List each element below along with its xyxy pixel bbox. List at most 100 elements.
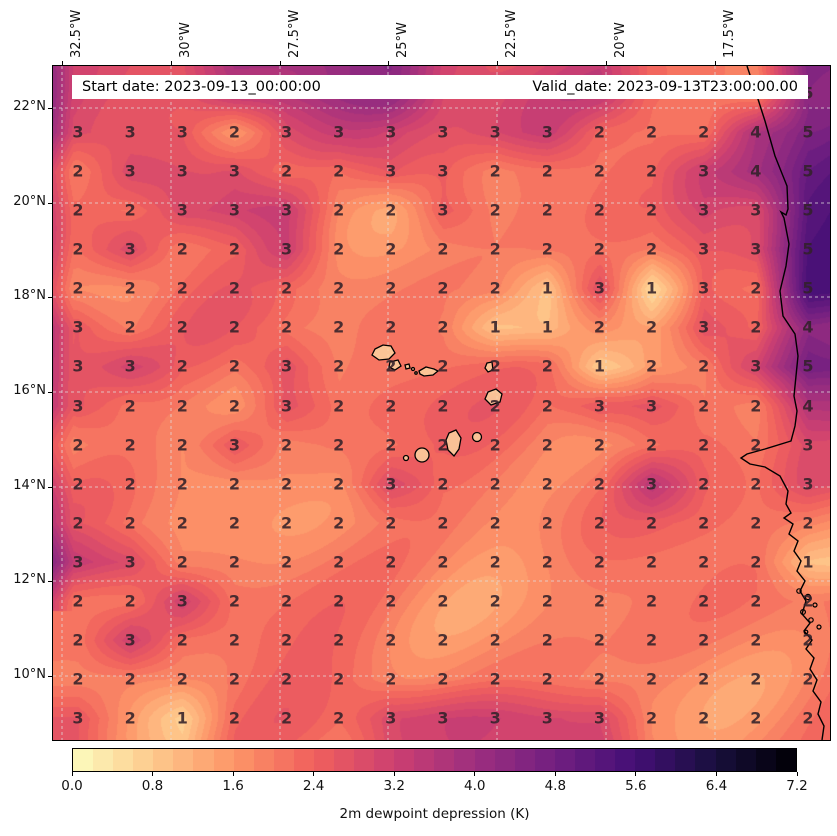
colorbar-segment xyxy=(414,749,435,771)
colorbar-tick-label: 3.2 xyxy=(383,778,405,794)
value-label: 2 xyxy=(228,708,240,728)
value-label: 2 xyxy=(645,161,658,181)
value-label: 2 xyxy=(541,591,553,611)
value-label: 3 xyxy=(698,278,710,298)
value-label: 2 xyxy=(124,278,136,298)
value-label: 2 xyxy=(437,474,449,494)
value-label: 2 xyxy=(280,161,293,181)
value-label: 2 xyxy=(593,669,605,689)
value-label: 1 xyxy=(489,317,501,337)
value-label: 2 xyxy=(437,513,449,533)
value-label: 4 xyxy=(750,161,762,181)
value-label: 2 xyxy=(72,200,84,220)
colorbar-segment xyxy=(655,749,676,771)
value-label: 2 xyxy=(72,474,84,494)
colorbar-tick-label: 0.8 xyxy=(141,778,164,794)
value-label: 3 xyxy=(385,708,397,728)
value-label: 2 xyxy=(593,474,605,494)
lat-tick-label: 12°N xyxy=(13,572,46,587)
colorbar-tick-label: 6.4 xyxy=(705,778,728,794)
value-label: 1 xyxy=(645,278,658,298)
value-label: 2 xyxy=(176,513,188,533)
value-label: 2 xyxy=(333,591,345,611)
value-label: 2 xyxy=(333,278,345,298)
lon-tick xyxy=(714,61,716,66)
colorbar-tick xyxy=(393,772,395,776)
value-label: 2 xyxy=(228,396,240,415)
value-label: 3 xyxy=(802,474,814,494)
value-label: 2 xyxy=(176,317,188,337)
value-label: 2 xyxy=(280,317,293,337)
value-label: 2 xyxy=(333,552,345,572)
colorbar-tick xyxy=(635,772,637,776)
value-label: 5 xyxy=(802,239,814,259)
value-label: 3 xyxy=(437,161,449,181)
value-label: 3 xyxy=(72,122,84,142)
value-label: 2 xyxy=(541,161,553,181)
lat-tick-label: 22°N xyxy=(13,99,46,114)
value-label: 2 xyxy=(437,317,449,337)
value-label: 3 xyxy=(385,122,397,142)
value-label: 3 xyxy=(280,122,293,142)
value-label: 2 xyxy=(645,356,658,376)
lon-tick xyxy=(496,61,498,66)
value-label: 2 xyxy=(280,552,293,572)
value-label: 3 xyxy=(280,239,293,259)
value-label: 2 xyxy=(698,591,710,611)
lon-tick-label: 30°W xyxy=(178,22,193,58)
lon-tick-label: 22.5°W xyxy=(504,9,519,58)
lat-tick xyxy=(48,296,53,298)
colorbar xyxy=(72,748,797,772)
value-label: 3 xyxy=(124,630,136,650)
lon-tick xyxy=(387,61,389,66)
value-label: 2 xyxy=(176,396,188,415)
colorbar-segment xyxy=(153,749,174,771)
value-label: 2 xyxy=(750,630,762,650)
value-label: 3 xyxy=(72,317,84,337)
value-label: 2 xyxy=(385,630,397,650)
value-label: 3 xyxy=(124,161,136,181)
colorbar-segment xyxy=(313,749,335,771)
value-label: 2 xyxy=(228,669,240,689)
value-label: 2 xyxy=(72,591,84,611)
value-label: 2 xyxy=(72,630,84,650)
value-label: 2 xyxy=(541,552,553,572)
value-label: 2 xyxy=(176,474,188,494)
value-label: 2 xyxy=(489,356,501,376)
value-label: 3 xyxy=(437,122,449,142)
value-label: 2 xyxy=(176,278,188,298)
value-label: 2 xyxy=(333,356,345,376)
value-label: 2 xyxy=(698,708,710,728)
value-label: 2 xyxy=(750,513,762,533)
value-label: 2 xyxy=(593,513,605,533)
value-label: 3 xyxy=(437,708,449,728)
value-label: 2 xyxy=(437,630,449,650)
value-label: 2 xyxy=(750,591,762,611)
colorbar-segment xyxy=(675,749,696,771)
value-label: 3 xyxy=(228,200,240,220)
value-label: 2 xyxy=(698,630,710,650)
colorbar-segment xyxy=(494,749,515,771)
value-label: 2 xyxy=(489,161,501,181)
colorbar-tick xyxy=(715,772,717,776)
value-label: 2 xyxy=(541,239,553,259)
value-label: 2 xyxy=(698,474,710,494)
value-label: 2 xyxy=(489,591,501,611)
value-label: 2 xyxy=(541,200,553,220)
colorbar-segment xyxy=(213,749,234,771)
value-label: 5 xyxy=(802,356,814,376)
colorbar-segment xyxy=(133,749,154,771)
lat-tick xyxy=(48,391,53,393)
colorbar-segment xyxy=(73,749,94,771)
value-label: 2 xyxy=(437,356,449,376)
value-label: 3 xyxy=(541,708,553,728)
value-label: 2 xyxy=(645,200,658,220)
colorbar-segment xyxy=(715,749,736,771)
value-label: 2 xyxy=(802,591,814,611)
lat-tick xyxy=(48,580,53,582)
colorbar-tick-label: 4.0 xyxy=(464,778,486,794)
value-label: 2 xyxy=(176,552,188,572)
value-label: 2 xyxy=(385,356,397,376)
value-label: 3 xyxy=(698,239,710,259)
value-label: 3 xyxy=(176,200,188,220)
